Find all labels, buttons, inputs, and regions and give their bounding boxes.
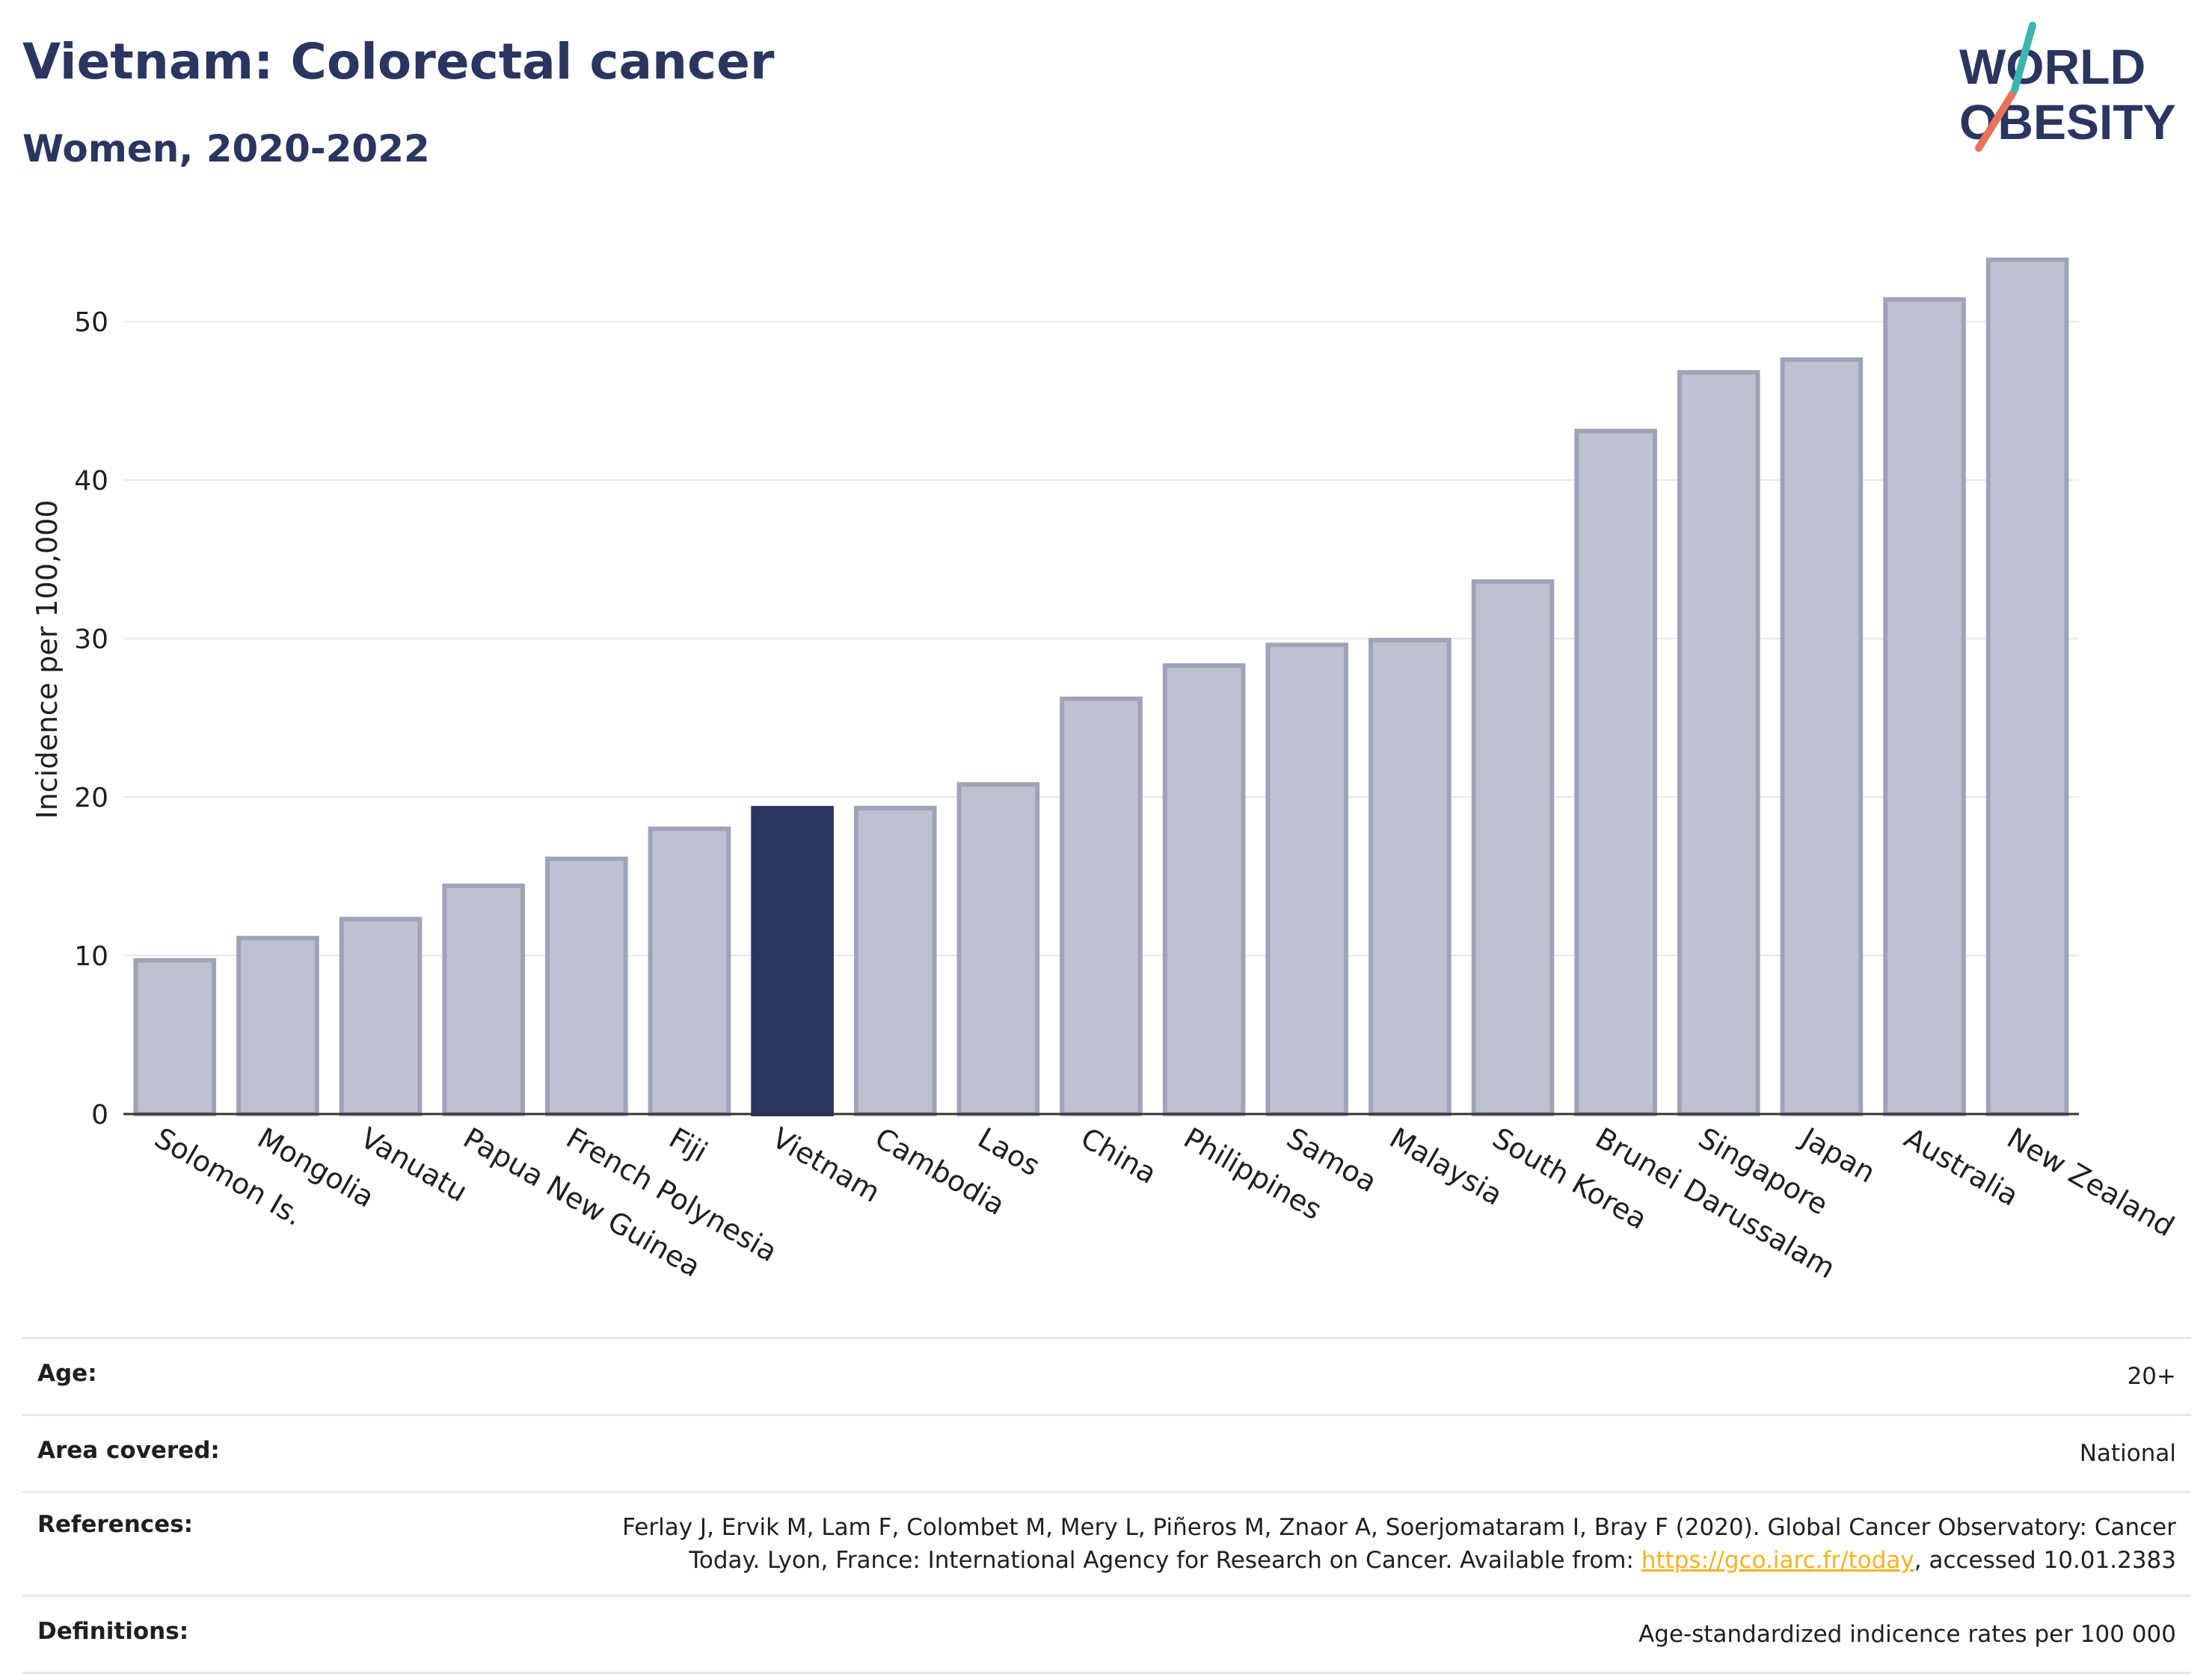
x-tick-label: China [1075, 1121, 1162, 1190]
world-obesity-logo: WORLD OBESITY [1959, 22, 2176, 152]
y-tick-label: 0 [91, 1100, 108, 1130]
chart-title: Vietnam: Colorectal cancer [22, 33, 775, 90]
x-tick-label: New Zealand [2002, 1121, 2180, 1243]
x-tick-label: Malaysia [1384, 1121, 1508, 1212]
bar-chart: 0 10 20 30 40 50 Solomon Is.MongoliaVanuatuPa… [31, 257, 2180, 1285]
bar-cambodia [853, 805, 937, 1116]
definitions-value: Age-standardized indicence rates per 100… [1638, 1621, 2176, 1648]
area-value: National [2079, 1440, 2176, 1467]
bar-fiji [648, 826, 731, 1116]
x-tick-label: Laos [972, 1121, 1045, 1183]
bar-new-zealand [1985, 257, 2069, 1117]
x-tick-label: Australia [1899, 1121, 2024, 1213]
y-tick-label: 30 [74, 624, 108, 655]
bar-vietnam [751, 805, 834, 1116]
references-link[interactable]: https://gco.iarc.fr/today [1641, 1547, 1914, 1574]
bar-singapore [1677, 370, 1760, 1116]
definitions-row: Definitions: Age-standardized indicence … [22, 1595, 2191, 1674]
references-text: Ferlay J, Ervik M, Lam F, Colombet M, Me… [622, 1511, 2176, 1577]
bar-philippines [1162, 663, 1246, 1116]
bar-japan [1780, 357, 1864, 1116]
y-tick-labels: 0 10 20 30 40 50 [74, 307, 108, 1130]
references-row: References: Ferlay J, Ervik M, Lam F, Co… [22, 1491, 2191, 1595]
y-axis-label: Incidence per 100,000 [31, 499, 64, 819]
bar-papua-new-guinea [442, 883, 526, 1117]
references-label: References: [37, 1511, 194, 1538]
bar-samoa [1265, 642, 1349, 1116]
bar-laos [956, 782, 1040, 1116]
bar-french-polynesia [545, 856, 628, 1117]
references-line1: Ferlay J, Ervik M, Lam F, Colombet M, Me… [622, 1514, 2176, 1541]
bar-brunei-darussalam [1574, 428, 1657, 1116]
bar-australia [1883, 297, 1966, 1117]
definitions-label: Definitions: [37, 1618, 189, 1645]
age-label: Age: [37, 1360, 97, 1387]
chart-subtitle: Women, 2020-2022 [22, 127, 430, 170]
bar-solomon-is [133, 958, 217, 1117]
y-tick-label: 20 [74, 783, 108, 813]
area-row: Area covered: National [22, 1414, 2191, 1491]
references-accessed: , accessed 10.01.2383 [1914, 1547, 2176, 1574]
y-tick-label: 40 [74, 466, 108, 496]
area-label: Area covered: [37, 1437, 220, 1464]
info-table: Age: 20+ Area covered: National Referenc… [22, 1337, 2191, 1674]
age-row: Age: 20+ [22, 1337, 2191, 1414]
bar-malaysia [1368, 638, 1451, 1116]
bar-vanuatu [339, 917, 423, 1116]
age-value: 20+ [2127, 1363, 2176, 1390]
bar-south-korea [1471, 579, 1555, 1116]
x-tick-label: Vietnam [766, 1121, 885, 1209]
svg-text:WORLD: WORLD [1959, 39, 2145, 94]
bar-mongolia [236, 935, 319, 1116]
x-tick-label: Fiji [663, 1121, 713, 1169]
y-tick-label: 10 [74, 941, 108, 972]
y-tick-label: 50 [74, 307, 108, 338]
bar-china [1060, 696, 1143, 1116]
references-line2: Today. Lyon, France: International Agenc… [689, 1547, 1641, 1574]
bars [133, 257, 2069, 1117]
